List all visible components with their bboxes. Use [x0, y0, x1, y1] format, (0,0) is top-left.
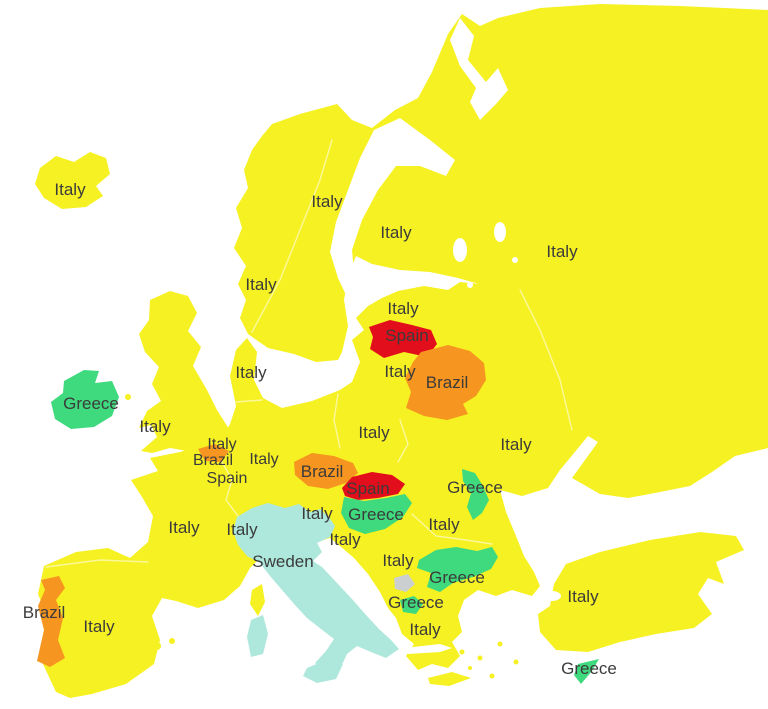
- country-scandinavia-russia: [234, 4, 768, 362]
- island-balearic: [169, 638, 175, 644]
- country-iceland: [35, 152, 110, 209]
- lake: [467, 282, 473, 288]
- label-portugal: Brazil: [23, 603, 66, 622]
- country-ireland: [51, 370, 119, 429]
- lake: [512, 257, 518, 263]
- country-hungary: [341, 494, 412, 534]
- country-italy-switzerland: [233, 503, 399, 673]
- label-luxembourg: Spain: [207, 470, 248, 487]
- label-spain-country: Italy: [83, 617, 115, 636]
- sea-of-marmara: [543, 591, 561, 601]
- label-denmark: Italy: [235, 363, 267, 382]
- aegean-island: [489, 673, 495, 679]
- island-sicily: [303, 660, 343, 683]
- label-germany: Italy: [249, 451, 278, 468]
- aegean-island: [459, 649, 465, 655]
- label-france: Italy: [168, 518, 200, 537]
- label-romania: Italy: [428, 515, 460, 534]
- country-north-macedonia: [400, 596, 423, 614]
- label-switzerland-italy: Sweden: [252, 552, 313, 571]
- country-belgium: [198, 444, 229, 462]
- island-balearic: [153, 642, 161, 650]
- landmass-group: [35, 4, 768, 698]
- island-sardinia: [247, 615, 268, 657]
- country-bulgaria-region: [417, 547, 498, 592]
- label-iceland: Italy: [54, 180, 86, 199]
- label-estonia: Italy: [387, 299, 419, 318]
- label-slovakia: Spain: [346, 479, 389, 498]
- isle-of-man: [125, 394, 131, 400]
- label-cyprus: Greece: [561, 659, 617, 678]
- label-united-kingdom: Italy: [139, 417, 171, 436]
- island-crete: [428, 672, 471, 686]
- label-ireland: Greece: [63, 394, 119, 413]
- label-lithuania: Italy: [384, 362, 416, 381]
- label-greece-country: Italy: [409, 620, 441, 639]
- label-austria: Italy: [301, 504, 333, 523]
- country-latvia: [369, 320, 437, 358]
- labels-group: Italy Italy Italy Italy Italy Italy Spai…: [23, 180, 617, 678]
- country-belarus: [405, 345, 486, 420]
- label-turkey: Italy: [567, 587, 599, 606]
- aegean-island: [468, 666, 472, 670]
- label-finland: Italy: [380, 223, 412, 242]
- country-continental-europe: [38, 282, 768, 698]
- gulf-of-corinth: [404, 644, 452, 654]
- country-slovakia: [342, 472, 405, 500]
- label-russia: Italy: [546, 242, 578, 261]
- label-norway: Italy: [245, 275, 277, 294]
- label-moldova: Greece: [447, 478, 503, 497]
- label-sweden-country: Italy: [311, 192, 343, 211]
- label-france-east: Italy: [226, 520, 258, 539]
- white-sea: [450, 18, 508, 120]
- country-borders: [45, 139, 573, 568]
- aegean-island: [513, 659, 519, 665]
- country-czechia: [294, 453, 358, 489]
- label-serbia: Italy: [382, 551, 414, 570]
- country-turkey: [538, 532, 744, 652]
- baltic-sea: [330, 118, 455, 295]
- country-great-britain: [139, 291, 231, 453]
- label-north-macedonia: Greece: [388, 593, 444, 612]
- label-belarus: Brazil: [426, 373, 469, 392]
- lake-ladoga: [453, 238, 467, 262]
- country-cyprus: [574, 659, 599, 684]
- label-belgium: Brazil: [193, 452, 233, 469]
- aegean-island: [477, 655, 483, 661]
- country-portugal: [37, 576, 65, 667]
- aegean-island: [497, 641, 503, 647]
- label-croatia-bosnia: Italy: [329, 530, 361, 549]
- label-poland: Italy: [358, 423, 390, 442]
- country-kosovo: [394, 574, 415, 592]
- lake-onega: [494, 222, 506, 242]
- label-czechia: Brazil: [301, 462, 344, 481]
- label-netherlands: Italy: [207, 436, 236, 453]
- label-ukraine: Italy: [500, 435, 532, 454]
- label-hungary: Greece: [348, 505, 404, 524]
- island-corsica: [250, 584, 265, 616]
- sea-overlays-group: [330, 18, 561, 654]
- aegean-island: [443, 639, 449, 645]
- country-moldova: [462, 469, 489, 520]
- label-bulgaria-region: Greece: [429, 568, 485, 587]
- label-latvia: Spain: [385, 326, 428, 345]
